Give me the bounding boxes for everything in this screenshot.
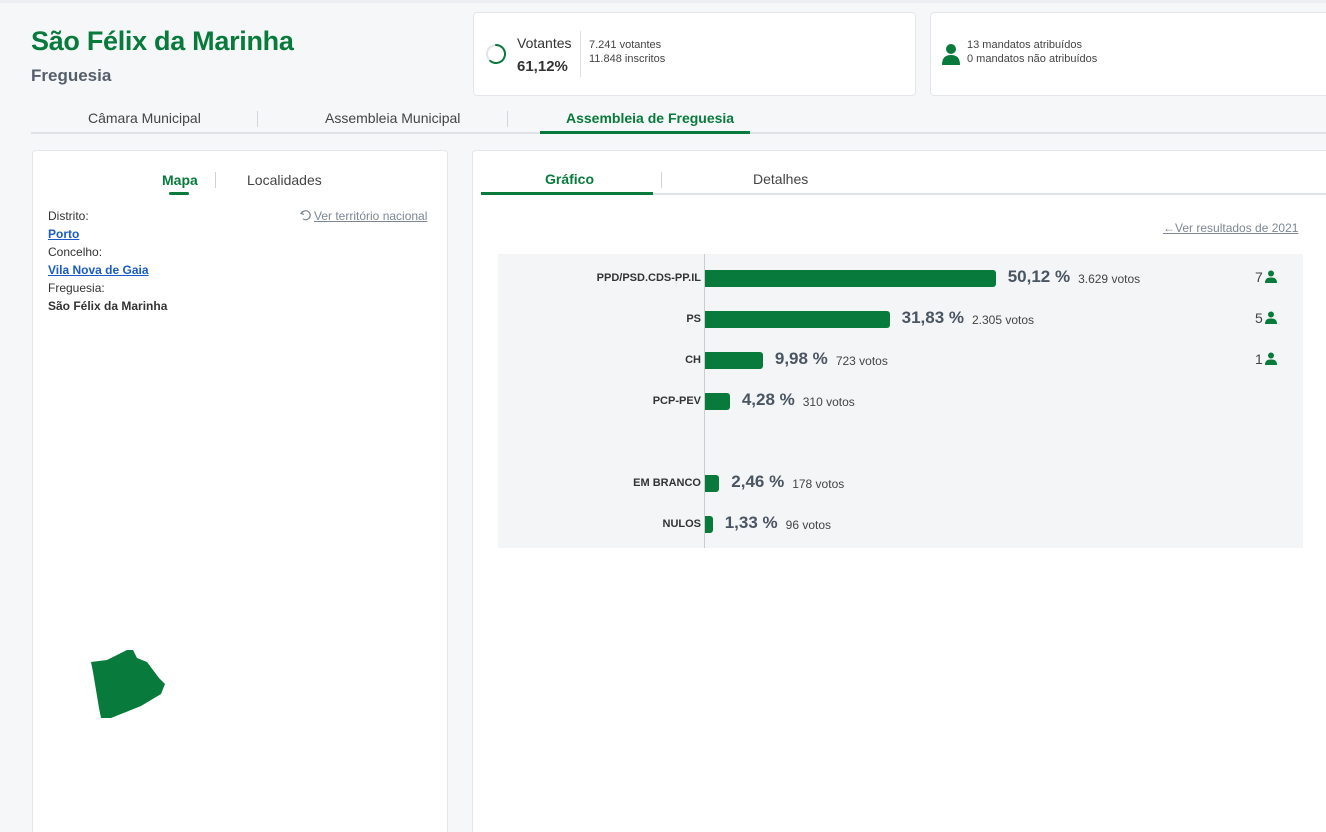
seats-count: 7 (1255, 269, 1277, 285)
active-tab-indicator (169, 192, 189, 195)
tab-separator (661, 172, 662, 188)
page-title: São Félix da Marinha (31, 26, 294, 56)
active-tab-indicator (540, 131, 750, 134)
inscritos-count: 11.848 inscritos (589, 53, 666, 65)
tab-detalhes[interactable]: Detalhes (753, 171, 809, 187)
bar-percent-label: 4,28 % (741, 390, 795, 409)
tab-grafico[interactable]: Gráfico (545, 171, 595, 187)
tab-assembleia-municipal[interactable]: Assembleia Municipal (325, 110, 461, 126)
active-tab-indicator (481, 192, 653, 195)
bar-votes-label: 723 votos (835, 354, 888, 368)
votantes-count: 7.241 votantes (589, 39, 662, 51)
bar (705, 352, 763, 369)
concelho-link[interactable]: Vila Nova de Gaia (48, 263, 149, 277)
bar-label: PS (686, 313, 701, 325)
bar-label: PPD/PSD.CDS-PP.IL (596, 272, 701, 284)
tab-separator (215, 172, 216, 188)
bar (705, 516, 713, 533)
person-icon (1264, 311, 1277, 324)
bar-votes-label: 3.629 votos (1078, 272, 1141, 286)
tab-mapa[interactable]: Mapa (162, 172, 198, 188)
person-icon (1264, 352, 1277, 365)
tab-separator (257, 111, 258, 127)
seats-number: 1 (1255, 351, 1263, 367)
freguesia-label: Freguesia: (48, 281, 105, 295)
top-border (0, 0, 1326, 3)
tab-localidades[interactable]: Localidades (247, 172, 322, 188)
bar-percent-label: 50,12 % (1007, 267, 1071, 286)
seats-count: 5 (1255, 310, 1277, 326)
bar-label: PCP-PEV (652, 395, 701, 407)
bar-percent-label: 9,98 % (774, 349, 828, 368)
seats-number: 7 (1255, 269, 1263, 285)
bar-label: NULOS (662, 518, 702, 530)
person-icon (942, 44, 960, 65)
previous-results-link[interactable]: ←Ver resultados de 2021 (1163, 221, 1298, 235)
bar (705, 311, 890, 328)
freguesia-map-shape[interactable] (89, 648, 167, 720)
mandatos-atribuidos: 13 mandatos atribuídos (967, 39, 1082, 51)
votantes-divider (580, 31, 581, 77)
national-territory-label: Ver território nacional (314, 209, 428, 223)
votantes-percent: 61,12% (517, 58, 568, 75)
freguesia-value: São Félix da Marinha (48, 299, 168, 313)
arrow-left-icon: ← (1163, 221, 1175, 235)
bar (705, 475, 720, 492)
person-icon (1264, 270, 1277, 283)
tab-separator (507, 111, 508, 127)
bar-votes-label: 178 votos (792, 477, 845, 491)
votantes-card: Votantes 61,12% 7.241 votantes 11.848 in… (473, 12, 916, 96)
bar-votes-label: 96 votos (785, 518, 832, 532)
undo-icon (300, 210, 311, 221)
national-territory-link[interactable]: Ver território nacional (300, 209, 427, 223)
bar-percent-label: 2,46 % (731, 472, 785, 491)
results-tabs: Gráfico Detalhes (481, 169, 1326, 195)
distrito-link[interactable]: Porto (48, 227, 80, 241)
distrito-label: Distrito: (48, 209, 89, 223)
results-panel: Gráfico Detalhes ←Ver resultados de 2021… (472, 150, 1326, 832)
mandatos-nao-atribuidos: 0 mandatos não atribuídos (967, 53, 1098, 65)
page-subtitle: Freguesia (31, 66, 112, 85)
bar-percent-label: 31,83 % (901, 308, 964, 327)
bar (705, 270, 996, 287)
participation-ring-icon (486, 44, 506, 64)
tab-assembleia-freguesia[interactable]: Assembleia de Freguesia (566, 110, 735, 126)
bar-votes-label: 2.305 votos (972, 313, 1035, 327)
previous-results-label: Ver resultados de 2021 (1175, 221, 1299, 235)
results-bar-chart: PPD/PSD.CDS-PP.IL 50,12 % 3.629 votos 7 PS 31… (498, 254, 1303, 548)
tab-camara-municipal[interactable]: Câmara Municipal (88, 110, 201, 126)
mandatos-card: 13 mandatos atribuídos 0 mandatos não at… (930, 12, 1326, 96)
bar-label: EM BRANCO (633, 477, 701, 489)
election-tabs: Câmara Municipal Assembleia Municipal As… (31, 104, 1326, 134)
concelho-label: Concelho: (48, 245, 103, 259)
votantes-label: Votantes (517, 35, 572, 51)
bar-votes-label: 310 votos (802, 395, 855, 409)
seats-count: 1 (1255, 351, 1277, 367)
map-panel: Mapa Localidades Ver território nacional… (32, 150, 448, 832)
bar (705, 393, 730, 410)
bar-label: CH (685, 354, 701, 366)
bar-percent-label: 1,33 % (724, 513, 778, 532)
seats-number: 5 (1255, 310, 1263, 326)
chart-axis-line (704, 254, 705, 548)
